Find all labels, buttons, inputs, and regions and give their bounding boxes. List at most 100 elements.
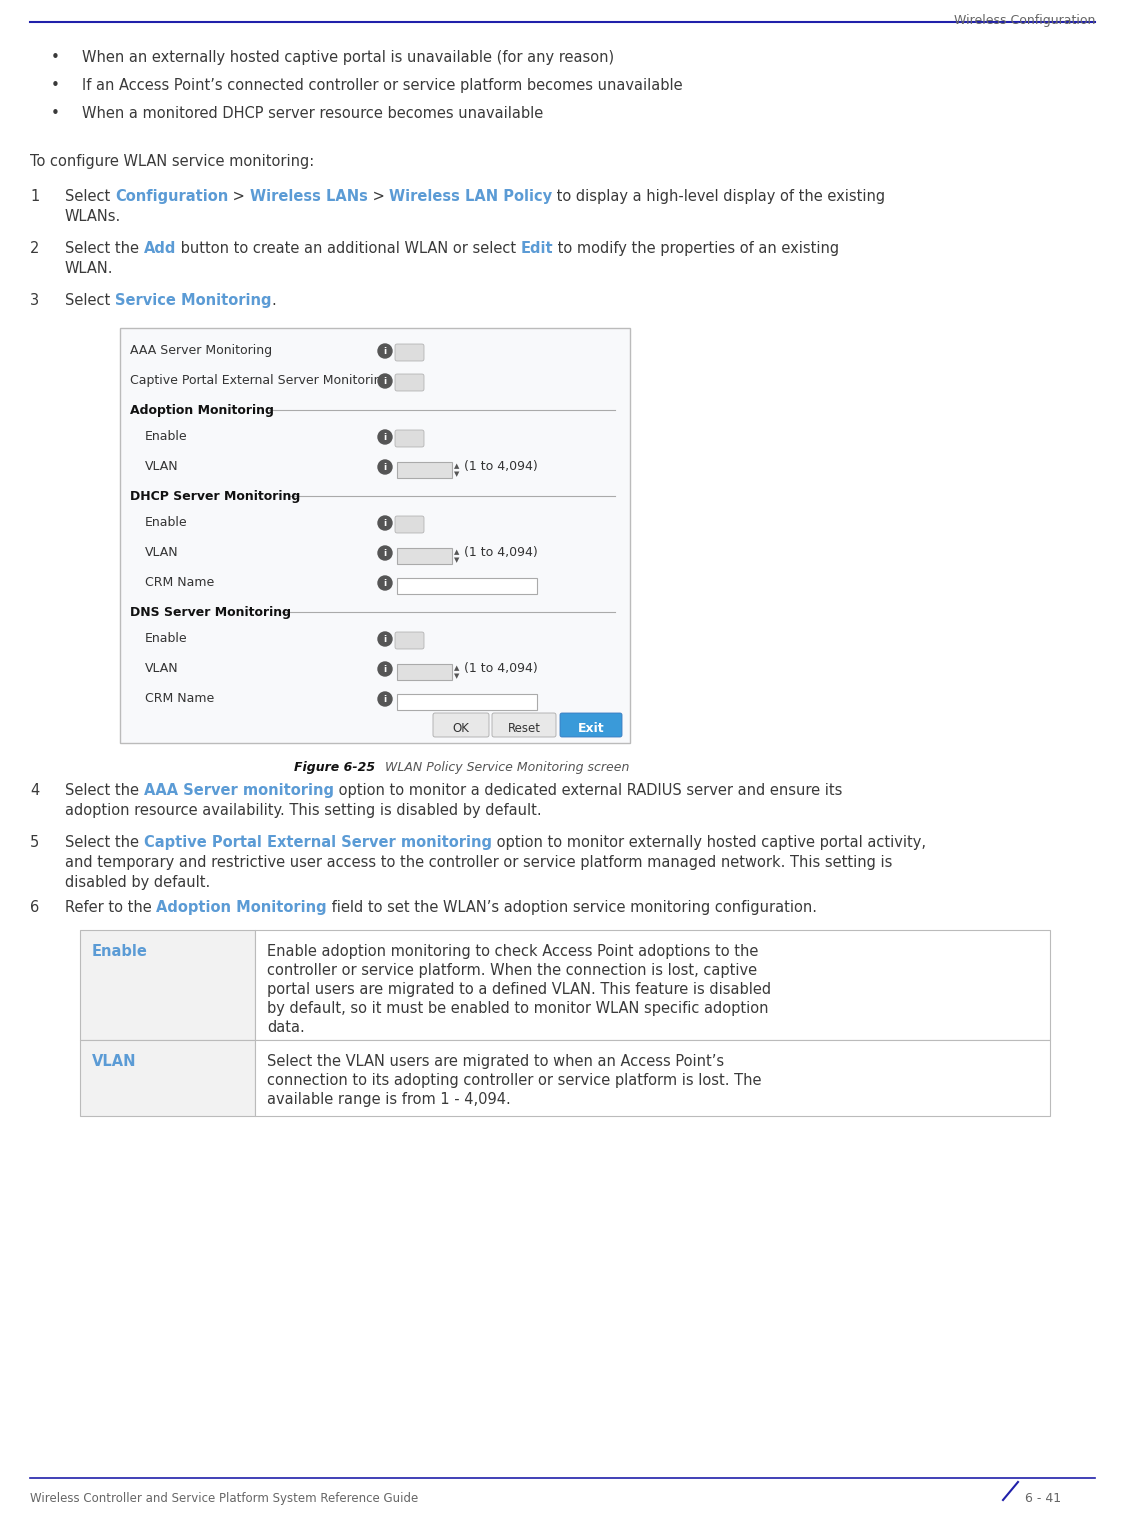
Text: 5: 5	[30, 834, 39, 850]
Text: i: i	[384, 636, 387, 645]
Text: Reset: Reset	[507, 722, 540, 736]
Text: Exit: Exit	[578, 722, 604, 736]
Text: VLAN: VLAN	[145, 546, 179, 558]
Text: ▼: ▼	[455, 674, 459, 680]
Text: Enable: Enable	[145, 429, 188, 443]
Text: i: i	[384, 664, 387, 674]
Text: ▲: ▲	[455, 664, 459, 671]
Text: .: .	[271, 293, 276, 308]
Text: data.: data.	[267, 1019, 305, 1035]
Circle shape	[378, 516, 391, 529]
Circle shape	[378, 429, 391, 444]
Text: by default, so it must be enabled to monitor WLAN specific adoption: by default, so it must be enabled to mon…	[267, 1001, 768, 1016]
Text: Edit: Edit	[521, 241, 554, 256]
FancyBboxPatch shape	[80, 1041, 255, 1117]
Text: i: i	[384, 695, 387, 704]
Text: i: i	[384, 463, 387, 472]
Text: Captive Portal External Server Monitoring: Captive Portal External Server Monitorin…	[130, 375, 389, 387]
FancyBboxPatch shape	[397, 548, 452, 564]
FancyBboxPatch shape	[433, 713, 489, 737]
Text: adoption resource availability. This setting is disabled by default.: adoption resource availability. This set…	[65, 802, 541, 818]
Text: 3: 3	[30, 293, 39, 308]
Text: Add: Add	[144, 241, 176, 256]
Text: VLAN: VLAN	[145, 661, 179, 675]
Text: Refer to the: Refer to the	[65, 900, 156, 915]
Text: 4: 4	[30, 783, 39, 798]
Text: •: •	[51, 77, 60, 93]
Text: portal users are migrated to a defined VLAN. This feature is disabled: portal users are migrated to a defined V…	[267, 981, 771, 997]
Text: >: >	[228, 190, 250, 203]
Text: i: i	[384, 579, 387, 589]
Text: Enable: Enable	[145, 633, 188, 645]
Text: ▲: ▲	[455, 549, 459, 555]
Text: Enable: Enable	[145, 516, 188, 529]
Text: Select the: Select the	[65, 834, 144, 850]
Text: disabled by default.: disabled by default.	[65, 875, 210, 890]
Circle shape	[378, 460, 391, 473]
Text: •: •	[51, 50, 60, 65]
Text: Configuration: Configuration	[115, 190, 228, 203]
FancyBboxPatch shape	[395, 516, 424, 532]
Circle shape	[378, 375, 391, 388]
Text: i: i	[384, 549, 387, 558]
Text: 6 - 41: 6 - 41	[1025, 1493, 1061, 1505]
Text: VLAN: VLAN	[145, 460, 179, 473]
FancyBboxPatch shape	[397, 664, 452, 680]
Text: Service Monitoring: Service Monitoring	[115, 293, 271, 308]
Text: Wireless LAN Policy: Wireless LAN Policy	[389, 190, 552, 203]
Circle shape	[378, 661, 391, 677]
Text: connection to its adopting controller or service platform is lost. The: connection to its adopting controller or…	[267, 1073, 762, 1088]
Text: Captive Portal External Server monitoring: Captive Portal External Server monitorin…	[144, 834, 492, 850]
FancyBboxPatch shape	[255, 1041, 1050, 1117]
Text: Figure 6-25: Figure 6-25	[294, 762, 375, 774]
Text: available range is from 1 - 4,094.: available range is from 1 - 4,094.	[267, 1092, 511, 1107]
Text: DNS Server Monitoring: DNS Server Monitoring	[130, 605, 291, 619]
Circle shape	[378, 344, 391, 358]
FancyBboxPatch shape	[395, 344, 424, 361]
Text: •: •	[51, 106, 60, 121]
Text: When a monitored DHCP server resource becomes unavailable: When a monitored DHCP server resource be…	[82, 106, 543, 121]
Text: OK: OK	[452, 722, 469, 736]
Text: 2: 2	[30, 241, 39, 256]
FancyBboxPatch shape	[397, 693, 537, 710]
Text: VLAN: VLAN	[92, 1054, 136, 1069]
Text: button to create an additional WLAN or select: button to create an additional WLAN or s…	[176, 241, 521, 256]
Text: 6: 6	[30, 900, 39, 915]
Text: Enable: Enable	[92, 944, 147, 959]
Text: Adoption Monitoring: Adoption Monitoring	[156, 900, 327, 915]
Circle shape	[378, 692, 391, 705]
FancyBboxPatch shape	[120, 328, 630, 743]
Circle shape	[378, 546, 391, 560]
Circle shape	[378, 633, 391, 646]
Text: ▲: ▲	[455, 463, 459, 469]
FancyBboxPatch shape	[395, 375, 424, 391]
Text: When an externally hosted captive portal is unavailable (for any reason): When an externally hosted captive portal…	[82, 50, 614, 65]
Text: ▼: ▼	[455, 470, 459, 476]
Text: DHCP Server Monitoring: DHCP Server Monitoring	[130, 490, 300, 504]
FancyBboxPatch shape	[395, 429, 424, 448]
Text: WLAN.: WLAN.	[65, 261, 114, 276]
Text: (1 to 4,094): (1 to 4,094)	[464, 546, 538, 558]
Circle shape	[378, 576, 391, 590]
Text: Select the: Select the	[65, 783, 144, 798]
Text: to display a high-level display of the existing: to display a high-level display of the e…	[552, 190, 885, 203]
Text: AAA Server monitoring: AAA Server monitoring	[144, 783, 334, 798]
Text: Wireless LANs: Wireless LANs	[250, 190, 368, 203]
Text: to modify the properties of an existing: to modify the properties of an existing	[554, 241, 839, 256]
Text: Select the VLAN users are migrated to when an Access Point’s: Select the VLAN users are migrated to wh…	[267, 1054, 724, 1069]
Text: i: i	[384, 378, 387, 385]
FancyBboxPatch shape	[80, 930, 255, 1041]
Text: option to monitor a dedicated external RADIUS server and ensure its: option to monitor a dedicated external R…	[334, 783, 842, 798]
Text: Wireless Controller and Service Platform System Reference Guide: Wireless Controller and Service Platform…	[30, 1493, 418, 1505]
Text: Select: Select	[65, 293, 115, 308]
Text: ▼: ▼	[455, 557, 459, 563]
Text: controller or service platform. When the connection is lost, captive: controller or service platform. When the…	[267, 963, 757, 978]
Text: Select: Select	[65, 190, 115, 203]
Text: WLANs.: WLANs.	[65, 209, 122, 225]
Text: option to monitor externally hosted captive portal activity,: option to monitor externally hosted capt…	[492, 834, 926, 850]
Text: Adoption Monitoring: Adoption Monitoring	[130, 404, 273, 417]
Text: >: >	[368, 190, 389, 203]
Text: To configure WLAN service monitoring:: To configure WLAN service monitoring:	[30, 155, 314, 168]
Text: 1: 1	[30, 190, 39, 203]
Text: (1 to 4,094): (1 to 4,094)	[464, 460, 538, 473]
